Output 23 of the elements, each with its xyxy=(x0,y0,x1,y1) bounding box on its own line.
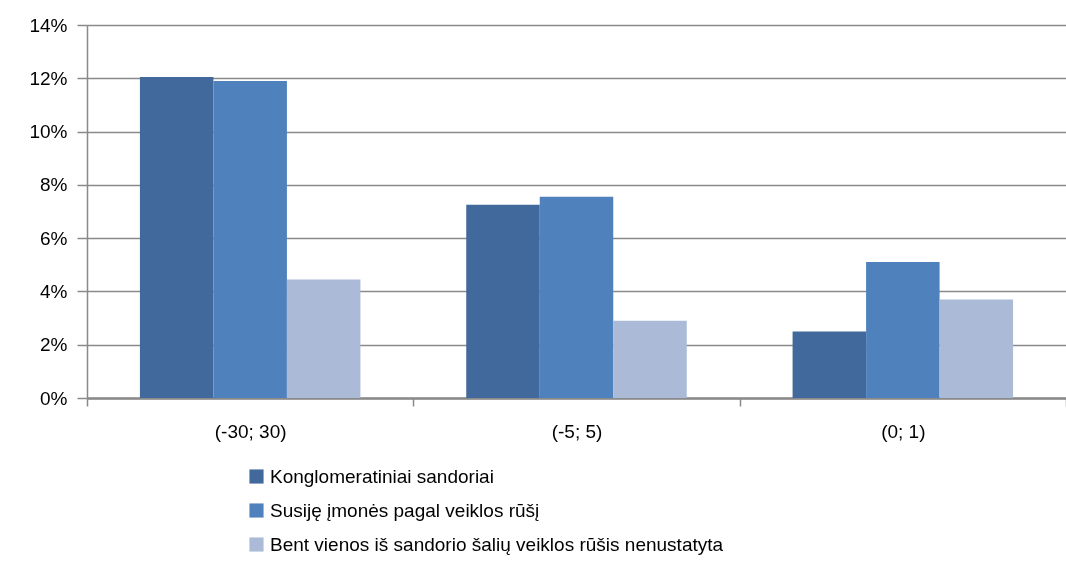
y-tick-label: 8% xyxy=(40,174,68,196)
bar xyxy=(792,331,867,398)
y-tick-label: 2% xyxy=(40,334,68,356)
bar xyxy=(466,204,540,398)
y-tick-label: 10% xyxy=(29,121,68,143)
bar xyxy=(613,320,687,398)
bar xyxy=(866,262,940,398)
bar xyxy=(286,279,361,398)
legend-label: Konglomeratiniai sandoriai xyxy=(270,465,494,487)
bar xyxy=(213,80,287,398)
bar xyxy=(539,196,614,398)
bar xyxy=(139,76,214,398)
x-tick-label: (-30; 30) xyxy=(214,420,287,442)
x-tick-label: (-5; 5) xyxy=(551,420,603,442)
legend-label: Bent vienos iš sandorio šalių veiklos rūšis nenustatyta xyxy=(270,533,724,555)
y-tick-label: 14% xyxy=(29,14,68,36)
x-tick-label: (0; 1) xyxy=(881,420,926,442)
y-tick-label: 12% xyxy=(29,67,68,89)
bar xyxy=(939,299,1014,398)
legend-label: Susiję įmonės pagal veiklos rūšį xyxy=(270,499,540,521)
y-tick-label: 0% xyxy=(40,387,68,409)
y-tick-label: 4% xyxy=(40,280,68,302)
y-tick-label: 6% xyxy=(40,227,68,249)
